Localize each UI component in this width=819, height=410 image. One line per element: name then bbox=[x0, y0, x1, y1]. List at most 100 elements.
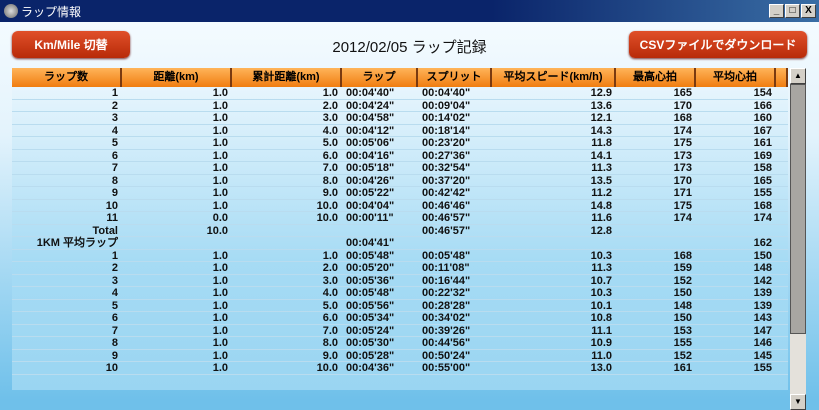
cell-split-time: 00:16'44" bbox=[422, 274, 471, 287]
cell-avg-heart-rate bbox=[696, 225, 776, 237]
vertical-scrollbar[interactable]: ▲ ▼ bbox=[790, 68, 806, 410]
cell-cumulative-distance: 9.0 bbox=[322, 349, 338, 362]
cell-split-time: 00:28'28" bbox=[422, 299, 471, 312]
scroll-thumb[interactable] bbox=[790, 84, 806, 334]
cell-lap-number: 5 bbox=[111, 137, 118, 149]
cell-avg-heart-rate: 167 bbox=[753, 124, 772, 137]
page-title: 2012/02/05 ラップ記録 bbox=[332, 39, 487, 56]
cell-split-time: 00:32'54" bbox=[422, 162, 471, 174]
cell-cumulative-distance: 2.0 bbox=[322, 99, 338, 112]
cell-cumulative-distance: 6.0 bbox=[322, 312, 338, 324]
cell-distance: 1.0 bbox=[212, 324, 228, 337]
cell-max-heart-rate: 174 bbox=[673, 212, 692, 224]
cell-avg-speed: 10.3 bbox=[590, 249, 612, 262]
cell-lap-number: 1 bbox=[111, 249, 118, 262]
cell-lap-time: 00:05'56" bbox=[346, 299, 395, 312]
cell-avg-speed: 11.3 bbox=[591, 262, 612, 274]
cell-lap-time: 00:04'04" bbox=[346, 199, 395, 212]
close-button[interactable]: X bbox=[801, 4, 816, 18]
cell-split-time: 00:50'24" bbox=[422, 349, 471, 362]
unit-toggle-button[interactable]: Km/Mile 切替 bbox=[12, 31, 130, 58]
cell-lap-number: 1KM 平均ラップ bbox=[36, 237, 118, 249]
table-row: 2 1.0 2.0 00:04'24" 00:09'04" 13.6 170 166 bbox=[12, 99, 788, 112]
column-header-lap-time[interactable]: ラップ bbox=[342, 68, 418, 87]
cell-max-heart-rate bbox=[616, 225, 696, 237]
cell-cumulative-distance bbox=[232, 225, 342, 237]
cell-cumulative-distance: 7.0 bbox=[322, 324, 338, 337]
cell-avg-speed: 13.5 bbox=[590, 174, 612, 187]
cell-split-time: 00:46'57" bbox=[422, 212, 471, 224]
table-row: Total 10.0 00:46'57" 12.8 bbox=[12, 224, 788, 237]
cell-distance: 1.0 bbox=[212, 162, 228, 174]
cell-avg-heart-rate: 155 bbox=[753, 362, 772, 374]
cell-avg-speed: 13.0 bbox=[590, 362, 612, 374]
cell-lap-time: 00:04'36" bbox=[346, 362, 395, 374]
column-header-distance[interactable]: 距離(km) bbox=[122, 68, 232, 87]
window-title: ラップ情報 bbox=[21, 4, 82, 19]
cell-lap-number: 10 bbox=[105, 362, 118, 374]
cell-lap-number: 4 bbox=[111, 124, 118, 137]
table-row: 3 1.0 3.0 00:05'36" 00:16'44" 10.7 152 142 bbox=[12, 274, 788, 287]
cell-max-heart-rate: 150 bbox=[673, 287, 692, 299]
cell-distance: 1.0 bbox=[212, 349, 228, 362]
column-header-max-heart-rate[interactable]: 最高心拍 bbox=[616, 68, 696, 87]
table-row: 5 1.0 5.0 00:05'06" 00:23'20" 11.8 175 161 bbox=[12, 137, 788, 150]
cell-distance: 1.0 bbox=[212, 287, 228, 299]
cell-avg-speed: 11.1 bbox=[591, 324, 612, 337]
table-row: 8 1.0 8.0 00:04'26" 00:37'20" 13.5 170 165 bbox=[12, 174, 788, 187]
cell-avg-speed: 10.3 bbox=[590, 287, 612, 299]
cell-lap-time: 00:04'58" bbox=[346, 112, 395, 124]
cell-lap-time: 00:05'20" bbox=[346, 262, 395, 274]
cell-cumulative-distance: 10.0 bbox=[316, 199, 338, 212]
minimize-button[interactable]: _ bbox=[769, 4, 784, 18]
cell-split-time: 00:44'56" bbox=[422, 337, 471, 349]
table-row: 7 1.0 7.0 00:05'18" 00:32'54" 11.3 173 158 bbox=[12, 162, 788, 175]
cell-avg-speed: 12.8 bbox=[590, 224, 612, 237]
maximize-button[interactable]: □ bbox=[785, 4, 800, 18]
cell-avg-heart-rate: 162 bbox=[753, 237, 772, 249]
column-header-split-time[interactable]: スプリット bbox=[418, 68, 492, 87]
cell-avg-speed: 10.9 bbox=[590, 337, 612, 349]
column-header-avg-heart-rate[interactable]: 平均心拍 bbox=[696, 68, 776, 87]
cell-split-time: 00:37'20" bbox=[422, 174, 471, 187]
cell-distance: 1.0 bbox=[212, 112, 228, 124]
cell-cumulative-distance: 10.0 bbox=[316, 212, 338, 224]
column-header-spacer bbox=[776, 68, 788, 87]
table-row: 6 1.0 6.0 00:05'34" 00:34'02" 10.8 150 143 bbox=[12, 312, 788, 325]
cell-split-time: 00:39'26" bbox=[422, 324, 471, 337]
scroll-down-icon[interactable]: ▼ bbox=[790, 394, 806, 410]
table-row: 5 1.0 5.0 00:05'56" 00:28'28" 10.1 148 139 bbox=[12, 299, 788, 312]
app-icon bbox=[4, 4, 18, 18]
cell-split-time: 00:42'42" bbox=[422, 187, 471, 199]
cell-avg-heart-rate: 165 bbox=[753, 174, 772, 187]
cell-lap-time: 00:05'22" bbox=[346, 187, 395, 199]
cell-split-time: 00:22'32" bbox=[422, 287, 471, 299]
cell-lap-number: 2 bbox=[111, 99, 118, 112]
cell-cumulative-distance: 4.0 bbox=[322, 124, 338, 137]
cell-lap-time: 00:05'30" bbox=[346, 337, 395, 349]
column-header-lap-number[interactable]: ラップ数 bbox=[12, 68, 122, 87]
cell-avg-heart-rate: 154 bbox=[753, 87, 772, 99]
cell-lap-number: 9 bbox=[111, 349, 118, 362]
cell-avg-speed: 11.2 bbox=[591, 187, 612, 199]
cell-cumulative-distance: 3.0 bbox=[322, 112, 338, 124]
cell-lap-time: 00:05'48" bbox=[346, 249, 395, 262]
cell-avg-speed: 11.3 bbox=[591, 162, 612, 174]
cell-max-heart-rate: 152 bbox=[673, 274, 692, 287]
csv-download-button[interactable]: CSVファイルでダウンロード bbox=[629, 31, 807, 58]
cell-lap-time: 00:04'41" bbox=[346, 237, 395, 249]
column-header-avg-speed[interactable]: 平均スピード(km/h) bbox=[492, 68, 616, 87]
column-header-cumulative-distance[interactable]: 累計距離(km) bbox=[232, 68, 342, 87]
cell-max-heart-rate: 174 bbox=[673, 124, 692, 137]
table-row: 9 1.0 9.0 00:05'28" 00:50'24" 11.0 152 145 bbox=[12, 349, 788, 362]
cell-max-heart-rate: 168 bbox=[673, 249, 692, 262]
cell-avg-speed: 11.8 bbox=[591, 137, 612, 149]
cell-avg-speed: 11.6 bbox=[591, 212, 612, 224]
scroll-up-icon[interactable]: ▲ bbox=[790, 68, 806, 84]
cell-max-heart-rate: 155 bbox=[673, 337, 692, 349]
cell-lap-number: 3 bbox=[111, 112, 118, 124]
cell-distance: 0.0 bbox=[212, 212, 228, 224]
cell-lap-time: 00:05'18" bbox=[346, 162, 395, 174]
cell-cumulative-distance: 3.0 bbox=[322, 274, 338, 287]
cell-split-time: 00:34'02" bbox=[422, 312, 471, 324]
